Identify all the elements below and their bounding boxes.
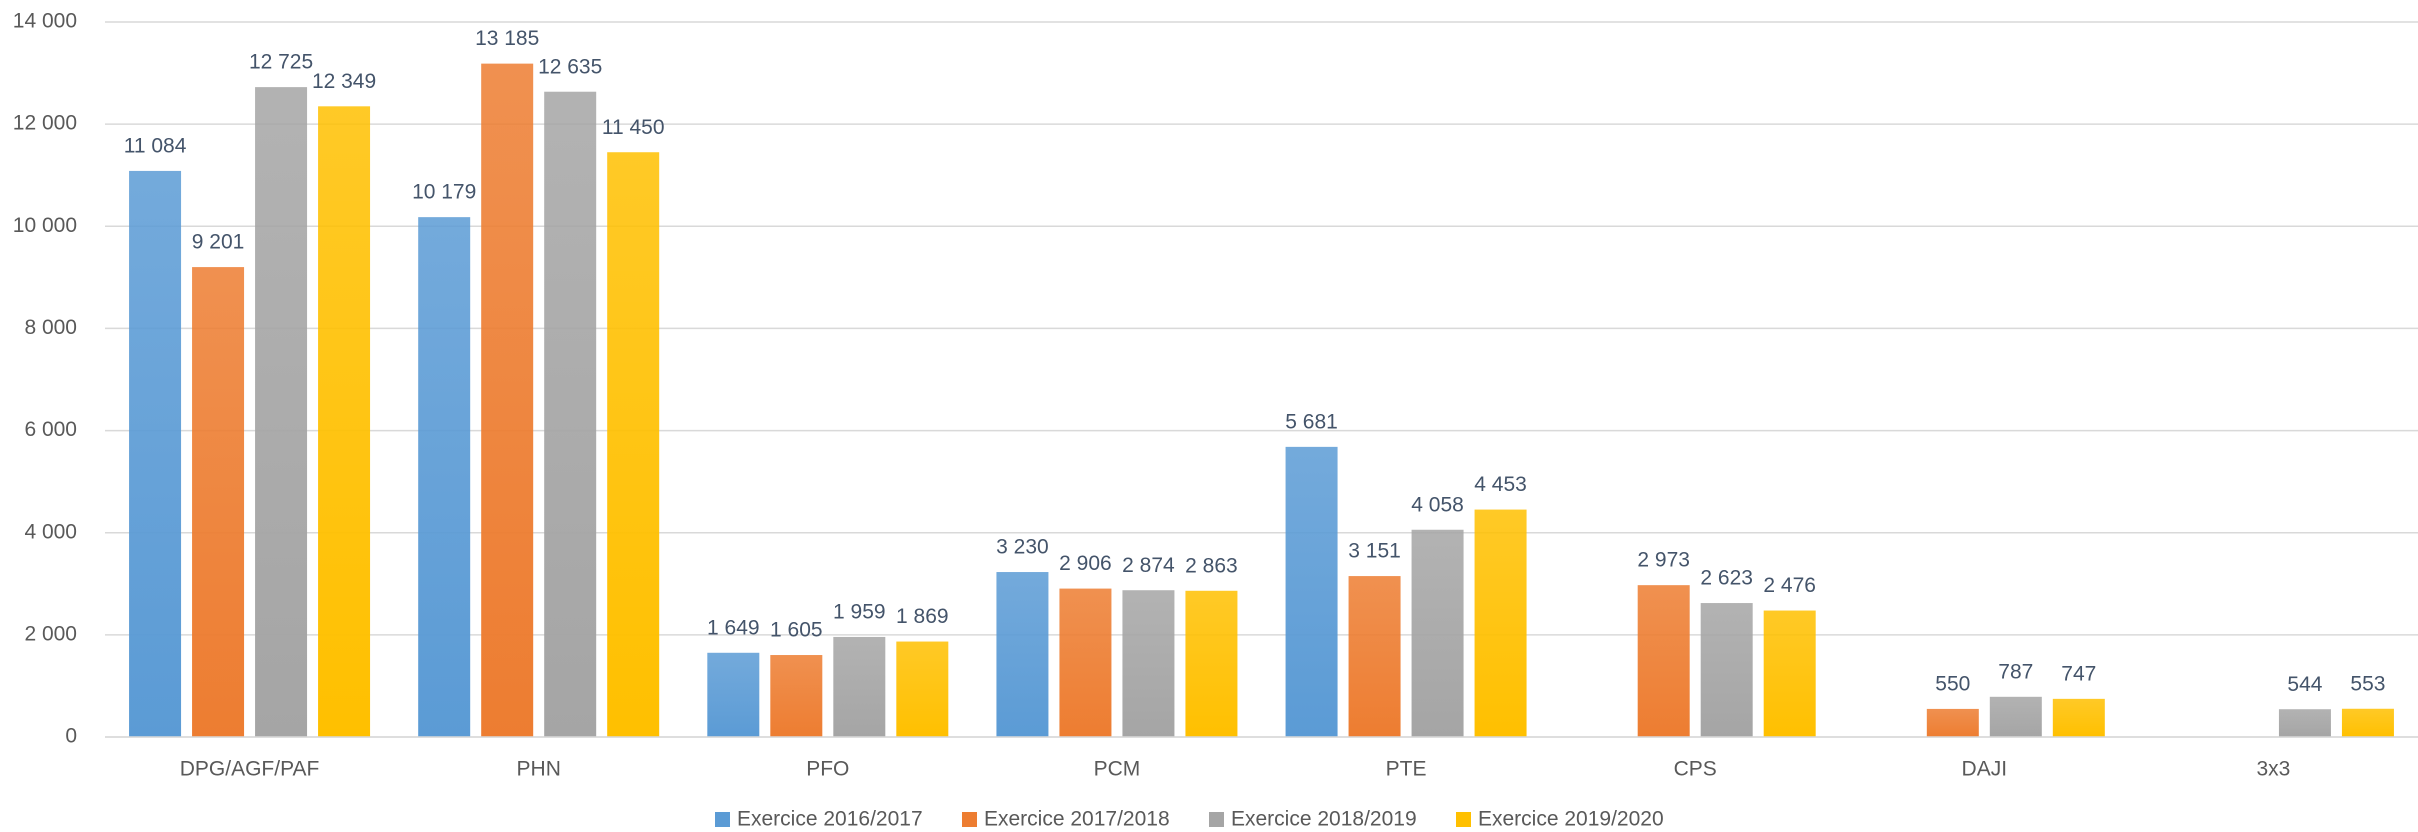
bar <box>318 106 371 738</box>
x-tick-label: PCM <box>1094 758 1141 781</box>
bar <box>129 170 182 737</box>
legend-label: Exercice 2017/2018 <box>984 808 1170 831</box>
bar <box>607 152 660 737</box>
bar <box>1059 588 1112 737</box>
bar <box>2278 709 2331 737</box>
value-label: 11 450 <box>602 116 665 139</box>
value-label: 544 <box>2287 673 2322 696</box>
value-label: 2 623 <box>1700 567 1753 590</box>
bar <box>418 217 471 737</box>
y-tick-label: 8 000 <box>24 316 77 339</box>
x-tick-label: DPG/AGF/PAF <box>180 758 320 781</box>
value-label: 4 453 <box>1474 473 1527 496</box>
bar <box>1989 696 2042 737</box>
x-tick-label: PHN <box>517 758 561 781</box>
bar <box>1185 590 1238 737</box>
bar <box>1122 590 1175 737</box>
bar <box>1763 610 1816 737</box>
value-label: 11 084 <box>124 134 187 157</box>
value-label: 1 649 <box>707 616 760 639</box>
bar <box>1700 603 1753 737</box>
legend-label: Exercice 2018/2019 <box>1231 808 1417 831</box>
value-label: 787 <box>1998 660 2033 683</box>
y-tick-label: 12 000 <box>13 112 77 135</box>
value-label: 2 874 <box>1122 554 1175 577</box>
value-label: 9 201 <box>192 231 245 254</box>
legend-swatch <box>962 812 977 827</box>
bar <box>707 652 760 737</box>
x-tick-label: 3x3 <box>2257 758 2291 781</box>
bar <box>1285 446 1338 737</box>
value-label: 13 185 <box>475 27 539 50</box>
bar <box>1926 708 1979 737</box>
legend-swatch <box>715 812 730 827</box>
y-tick-label: 2 000 <box>24 622 77 645</box>
bar <box>481 63 534 737</box>
value-label: 2 973 <box>1637 549 1690 572</box>
bar <box>1348 576 1401 737</box>
legend-swatch <box>1209 812 1224 827</box>
bar <box>2052 698 2105 737</box>
bar <box>2341 708 2394 737</box>
bar <box>1637 585 1690 737</box>
value-label: 550 <box>1935 672 1970 695</box>
y-tick-label: 6 000 <box>24 418 77 441</box>
bar <box>833 636 886 737</box>
y-tick-label: 14 000 <box>13 10 77 33</box>
value-label: 2 906 <box>1059 552 1112 575</box>
value-label: 10 179 <box>412 181 476 204</box>
bar <box>544 91 597 737</box>
value-label: 3 230 <box>996 536 1049 559</box>
legend-label: Exercice 2016/2017 <box>737 808 923 831</box>
value-label: 2 476 <box>1763 574 1816 597</box>
value-label: 5 681 <box>1285 410 1338 433</box>
bar <box>1411 529 1464 737</box>
x-tick-label: DAJI <box>1962 758 2008 781</box>
value-label: 4 058 <box>1411 493 1464 516</box>
bar <box>1474 509 1527 737</box>
y-tick-label: 0 <box>65 725 77 748</box>
x-tick-label: PTE <box>1386 758 1427 781</box>
x-tick-label: PFO <box>806 758 849 781</box>
value-label: 12 635 <box>538 55 602 78</box>
value-label: 1 605 <box>770 619 823 642</box>
value-label: 3 151 <box>1348 540 1401 563</box>
value-label: 12 725 <box>249 51 313 74</box>
legend-label: Exercice 2019/2020 <box>1478 808 1664 831</box>
x-tick-label: CPS <box>1674 758 1717 781</box>
value-label: 553 <box>2350 672 2385 695</box>
bar <box>896 641 949 737</box>
bar <box>770 655 823 737</box>
y-tick-label: 10 000 <box>13 214 77 237</box>
value-label: 747 <box>2061 662 2096 685</box>
value-label: 12 349 <box>312 70 376 93</box>
value-label: 2 863 <box>1185 554 1238 577</box>
bar <box>192 267 245 737</box>
bar <box>996 572 1049 737</box>
bar <box>255 87 308 737</box>
legend-swatch <box>1456 812 1471 827</box>
value-label: 1 869 <box>896 605 949 628</box>
value-label: 1 959 <box>833 600 886 623</box>
y-tick-label: 4 000 <box>24 520 77 543</box>
